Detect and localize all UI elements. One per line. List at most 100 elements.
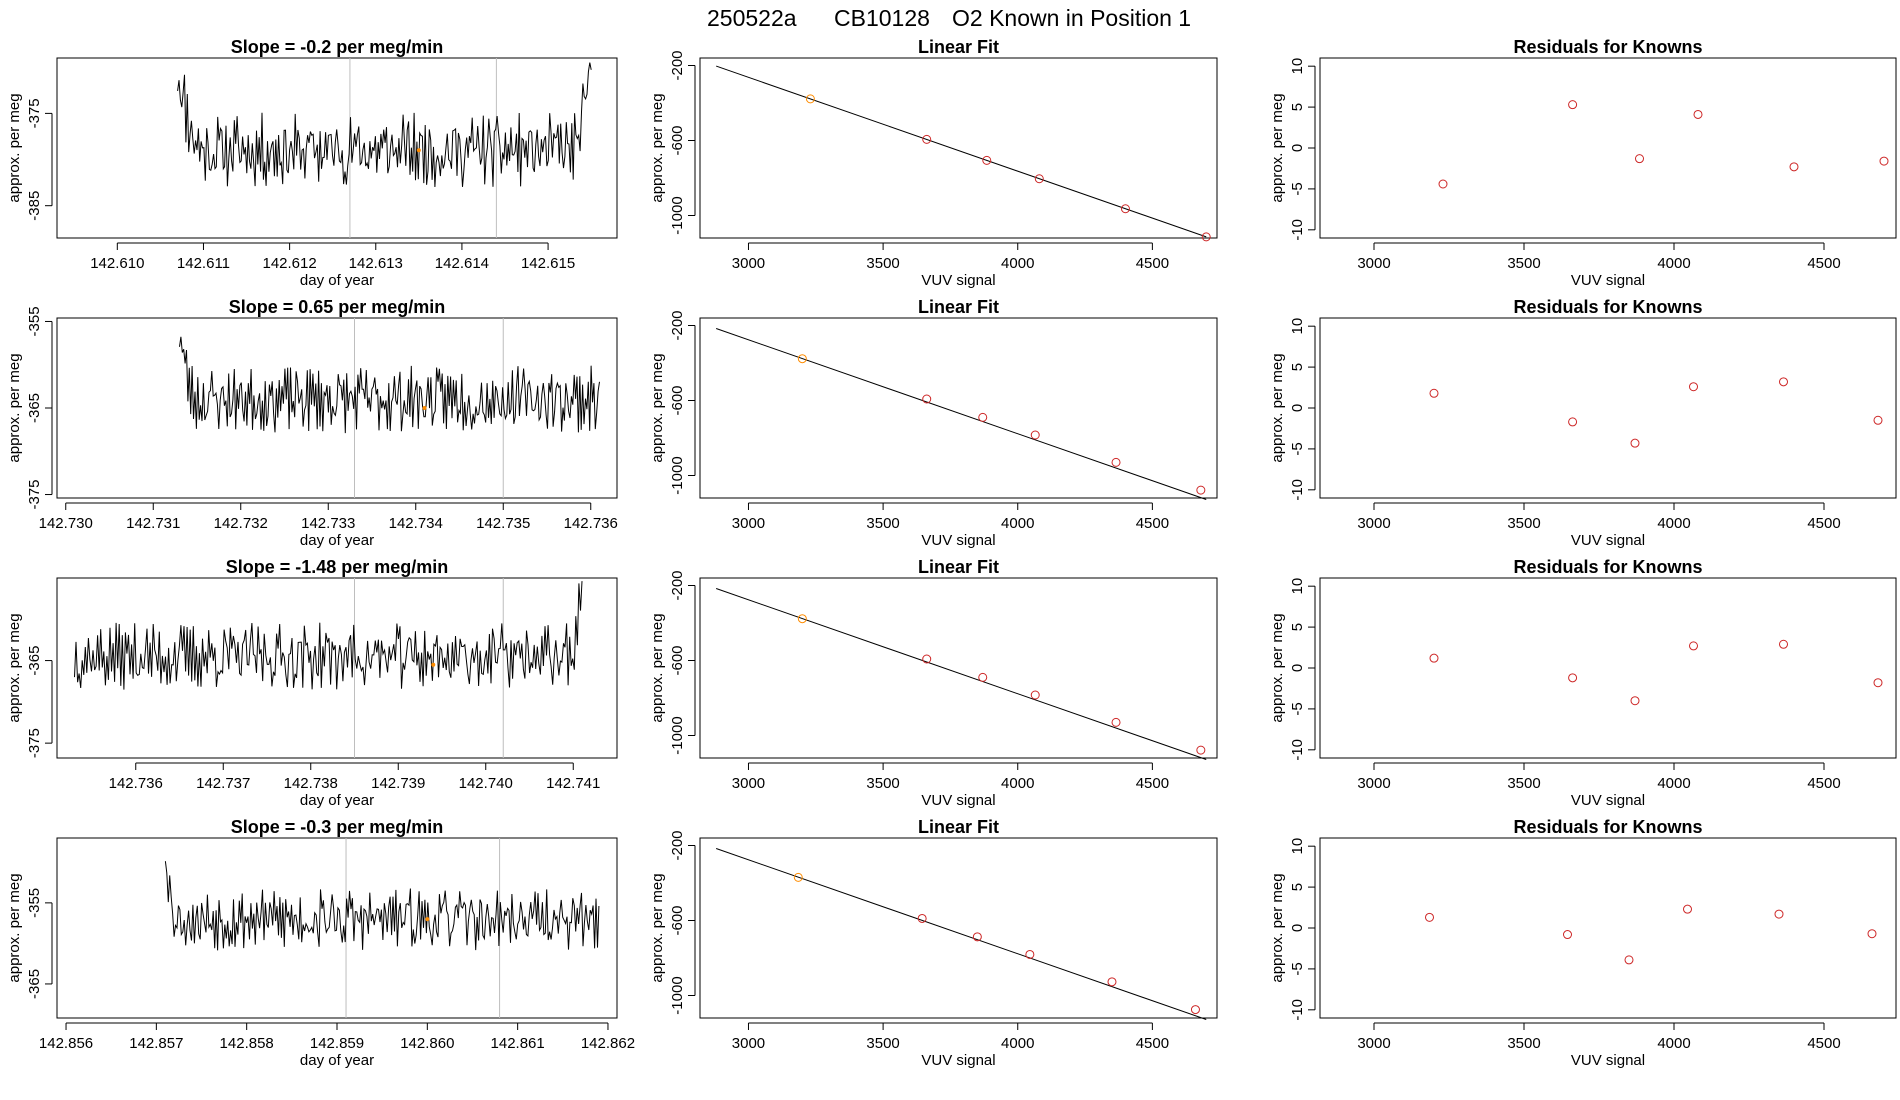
- x-tick-label: 142.740: [459, 775, 513, 792]
- y-tick-label: 0: [1289, 664, 1306, 672]
- residual-point: [1429, 388, 1439, 398]
- residual-point: [1779, 639, 1788, 649]
- panel-grid: Slope = -0.2 per meg/min 142.610 142.611 14…: [6, 37, 1897, 1069]
- y-tick-label: 10: [1289, 578, 1306, 595]
- panel-title: Slope = -0.3 per meg/min: [231, 817, 444, 837]
- x-tick-label: 3000: [732, 255, 765, 272]
- title-cylinder: CB10128: [834, 5, 930, 31]
- fit-line: [715, 848, 1207, 1020]
- x-tick-label: 4500: [1136, 775, 1169, 792]
- y-tick-label: 10: [1289, 318, 1306, 335]
- plot-frame: [56, 57, 618, 239]
- panel-title: Linear Fit: [918, 557, 999, 577]
- y-axis-label: approx. per meg: [6, 613, 23, 722]
- fit-point: [793, 872, 803, 882]
- panel-timeseries-row1: Slope = -0.2 per meg/min 142.610 142.611 14…: [6, 37, 618, 289]
- y-tick-label: -1000: [669, 716, 686, 754]
- panel-timeseries-row2: Slope = 0.65 per meg/min 142.730 142.731 14…: [6, 297, 618, 549]
- x-tick-label: 142.862: [581, 1035, 635, 1052]
- fit-point: [1025, 949, 1035, 959]
- residual-point: [1693, 109, 1703, 119]
- y-tick-label: -200: [669, 310, 686, 340]
- y-axis-label: approx. per meg: [649, 93, 666, 202]
- y-tick-label: -375: [26, 728, 43, 758]
- x-tick-label: 4000: [1001, 255, 1034, 272]
- x-tick-label: 142.861: [491, 1035, 545, 1052]
- panel-title: Residuals for Knowns: [1513, 557, 1702, 577]
- title-run: 250522a: [707, 5, 797, 31]
- y-axis-label: approx. per meg: [6, 93, 23, 202]
- panel-title: Linear Fit: [918, 297, 999, 317]
- plot-frame: [699, 317, 1218, 499]
- fit-point: [978, 672, 988, 682]
- series-line: [74, 581, 583, 690]
- marker-point: [425, 917, 430, 922]
- x-tick-label: 3000: [1357, 775, 1390, 792]
- fit-point: [1201, 232, 1211, 242]
- residual-point: [1683, 904, 1692, 914]
- plot-frame: [699, 577, 1218, 759]
- panel-fit-row1: Linear Fit 3000 3500 4000 4500 VUV signal -200…: [649, 37, 1218, 289]
- residual-point: [1867, 929, 1877, 939]
- fit-point: [978, 412, 988, 422]
- residual-point: [1689, 641, 1698, 651]
- x-tick-label: 3500: [1507, 1035, 1540, 1052]
- title-desc: O2 Known in Position 1: [952, 5, 1191, 31]
- x-tick-label: 142.741: [546, 775, 600, 792]
- x-tick-label: 142.736: [564, 515, 618, 532]
- x-tick-label: 4000: [1657, 1035, 1690, 1052]
- y-tick-label: 0: [1289, 404, 1306, 412]
- x-axis-label: VUV signal: [1571, 1052, 1645, 1069]
- residual-point: [1689, 382, 1698, 392]
- x-tick-label: 142.730: [39, 515, 93, 532]
- fit-point: [972, 932, 982, 942]
- fit-point: [917, 913, 927, 923]
- x-tick-label: 142.610: [90, 255, 144, 272]
- x-tick-label: 4500: [1136, 1035, 1169, 1052]
- y-tick-label: -600: [669, 385, 686, 415]
- residual-point: [1568, 100, 1578, 110]
- y-axis-label: approx. per meg: [1269, 93, 1286, 202]
- plot-frame: [56, 577, 618, 759]
- x-axis-label: day of year: [300, 272, 374, 289]
- x-tick-label: 4000: [1001, 1035, 1034, 1052]
- x-tick-label: 4000: [1001, 515, 1034, 532]
- series-line: [177, 62, 592, 188]
- panel-timeseries-row3: Slope = -1.48 per meg/min 142.736 142.737 1…: [6, 557, 618, 809]
- y-tick-label: -10: [1289, 999, 1306, 1021]
- x-tick-label: 142.614: [435, 255, 489, 272]
- x-tick-label: 142.738: [284, 775, 338, 792]
- x-tick-label: 4000: [1657, 255, 1690, 272]
- super-title: 250522a CB10128 O2 Known in Position 1: [707, 5, 1191, 31]
- panel-title: Linear Fit: [918, 37, 999, 57]
- x-tick-label: 142.858: [220, 1035, 274, 1052]
- plot-frame: [56, 837, 618, 1019]
- panel-title: Linear Fit: [918, 817, 999, 837]
- x-tick-label: 3000: [732, 1035, 765, 1052]
- fit-point: [1107, 977, 1117, 987]
- y-axis-label: approx. per meg: [1269, 613, 1286, 722]
- x-tick-label: 142.857: [129, 1035, 183, 1052]
- y-tick-label: 0: [1289, 144, 1306, 152]
- panel-fit-row4: Linear Fit 3000 3500 4000 4500 VUV signal -200…: [649, 817, 1218, 1069]
- fit-point: [1120, 204, 1130, 214]
- residual-point: [1873, 415, 1883, 425]
- fit-point: [1030, 430, 1040, 440]
- y-tick-label: -1000: [669, 196, 686, 234]
- x-tick-label: 4500: [1136, 515, 1169, 532]
- x-tick-label: 142.739: [371, 775, 425, 792]
- x-tick-label: 142.612: [262, 255, 316, 272]
- y-tick-label: 5: [1289, 363, 1306, 371]
- fit-point: [1190, 1005, 1200, 1015]
- x-tick-label: 3000: [1357, 515, 1390, 532]
- panel-timeseries-row4: Slope = -0.3 per meg/min 142.856 142.857 14…: [6, 817, 635, 1069]
- x-axis-label: day of year: [300, 792, 374, 809]
- y-axis-label: approx. per meg: [1269, 353, 1286, 462]
- y-tick-label: 5: [1289, 103, 1306, 111]
- panel-residuals-row2: Residuals for Knowns 3000 3500 4000 4500 VUV …: [1269, 297, 1897, 549]
- x-tick-label: 142.736: [109, 775, 163, 792]
- y-tick-label: -5: [1289, 962, 1306, 975]
- panel-title: Residuals for Knowns: [1513, 37, 1702, 57]
- y-axis-label: approx. per meg: [649, 613, 666, 722]
- panel-fit-row3: Linear Fit 3000 3500 4000 4500 VUV signal -200…: [649, 557, 1218, 809]
